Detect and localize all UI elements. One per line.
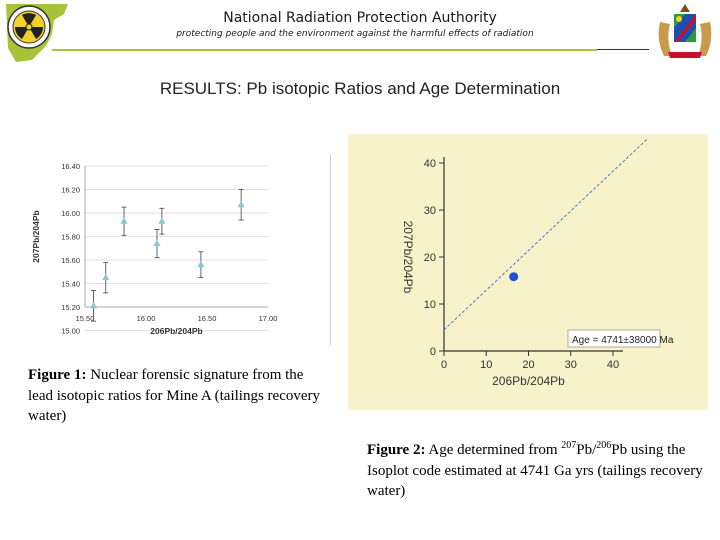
chart2-data-point	[509, 272, 519, 282]
slide-title: RESULTS: Pb isotopic Ratios and Age Dete…	[159, 79, 561, 98]
chart2-x-tick-label: 20	[522, 359, 534, 371]
chart2-x-tick-label: 10	[480, 359, 492, 371]
chart1-y-tick-label: 15.60	[61, 256, 80, 265]
chart2-y-tick-label: 20	[424, 252, 436, 264]
chart2-x-tick-label: 0	[441, 359, 447, 371]
org-name: National Radiation Protection Authority	[223, 10, 497, 26]
chart2-x-tick-label: 30	[565, 359, 577, 371]
chart1-y-tick-label: 15.20	[61, 303, 80, 312]
chart1-x-tick-label: 17.00	[259, 314, 278, 323]
figure2-sup-207: 207	[561, 440, 577, 451]
figure2-text-post: Pb using the Isoplot code estimated at 4…	[367, 442, 703, 499]
chart1-data-point-3	[120, 217, 128, 224]
chart2-background	[348, 134, 708, 410]
chart2-y-axis-label: 207Pb/204Pb	[401, 221, 415, 294]
chart1-y-tick-label: 16.40	[61, 162, 80, 171]
chart1-data-point-1	[90, 301, 98, 309]
chart1-y-tick-label: 16.20	[61, 186, 80, 195]
chart2-y-tick-label: 40	[424, 158, 436, 170]
namibia-coat-of-arms	[658, 4, 712, 58]
chart1-data-point-6	[197, 260, 205, 268]
figure2-text-mid: Pb/	[576, 442, 597, 458]
chart-isoplot-age: 0 10 20 30 40 0 10 20 30 40 Age = 4741±38000 Ma 206…	[348, 134, 708, 410]
chart1-y-tick-label: 15.40	[61, 280, 80, 289]
chart1-y-tick-label: 15.80	[61, 233, 80, 242]
chart-lead-isotopic-ratios: 16.40 16.20 16.00 15.80 15.60 15.40 15.20 15.00…	[31, 162, 278, 336]
nrpa-logo	[6, 4, 68, 62]
chart2-y-tick-label: 10	[424, 299, 436, 311]
figure1-caption: Figure 1: Nuclear forensic signature fro…	[28, 365, 328, 427]
chart2-age-annotation: Age = 4741±38000 Ma	[572, 335, 674, 346]
chart1-data-point-4	[153, 239, 161, 247]
figure2-sup-206: 206	[596, 440, 612, 451]
chart2-y-tick-label: 30	[424, 205, 436, 217]
chart1-data-point-5	[158, 217, 166, 224]
chart1-data-point-7	[237, 200, 245, 208]
figure1-text: Nuclear forensic signature from the lead…	[28, 367, 321, 424]
chart1-y-tick-label: 15.00	[61, 327, 80, 336]
figure2-text-pre: Age determined from	[428, 442, 558, 458]
chart1-y-axis-label: 207Pb/204Pb	[31, 210, 41, 262]
header-rule	[52, 49, 597, 51]
header-rule-end	[597, 49, 649, 50]
chart1-data-point-2	[102, 273, 110, 281]
chart1-x-tick-label: 16.50	[198, 314, 217, 323]
figure2-caption: Figure 2: Age determined from 207Pb/206P…	[367, 440, 712, 502]
chart2-x-tick-label: 40	[607, 359, 619, 371]
figure2-label: Figure 2:	[367, 442, 426, 458]
chart1-x-tick-label: 16.00	[137, 314, 156, 323]
figure-divider	[330, 155, 331, 345]
chart1-y-tick-label: 16.00	[61, 209, 80, 218]
chart2-reference-line	[443, 139, 648, 331]
chart1-x-tick-label: 15.50	[76, 314, 95, 323]
figure1-label: Figure 1:	[28, 367, 87, 383]
chart1-x-axis-label: 206Pb/204Pb	[150, 326, 202, 336]
chart2-annotation-box	[567, 329, 661, 348]
chart2-x-axis-label: 206Pb/204Pb	[492, 374, 565, 388]
chart2-y-tick-label: 0	[430, 346, 436, 358]
tagline: protecting people and the environment ag…	[176, 29, 534, 39]
